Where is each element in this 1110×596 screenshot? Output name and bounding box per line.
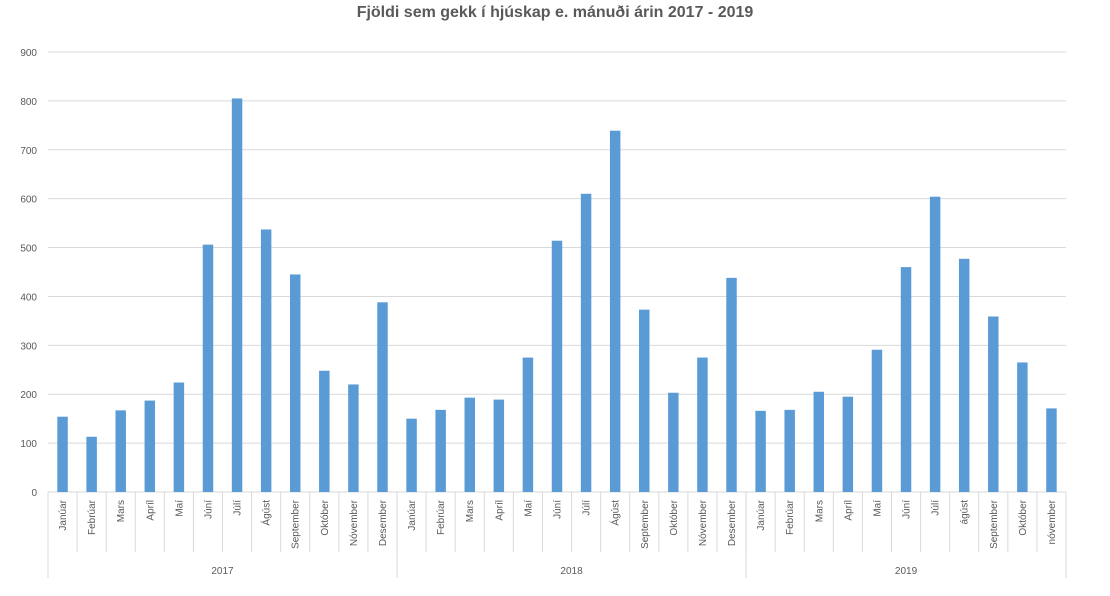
x-tick-label: Mars [465,500,476,522]
y-tick-label: 600 [20,195,37,206]
y-tick-label: 300 [20,341,37,352]
y-tick-label: 200 [20,390,37,401]
bar [929,196,941,492]
bar [57,416,68,492]
y-tick-label: 700 [20,146,37,157]
bar [406,418,417,492]
y-tick-label: 900 [20,48,37,59]
x-tick-label: Janúar [58,499,69,530]
bar [784,409,795,492]
bar [1046,408,1057,492]
bar [988,316,999,492]
bar [173,382,185,492]
bar [202,244,214,492]
bar [86,436,97,492]
bar [900,267,912,492]
x-tick-label: September [989,499,1000,549]
x-tick-label: Febrúar [785,499,796,535]
bar [522,357,534,492]
x-tick-label: Október [320,499,331,535]
bar [842,396,854,492]
x-tick-label: Apríl [145,500,156,521]
bar [144,400,156,492]
bar [377,302,388,492]
x-tick-label: Júlí [233,500,244,516]
bar [493,399,505,492]
bar [260,229,272,492]
x-tick-label: nóvember [1047,499,1058,544]
x-tick-label: Ágúst [260,500,273,526]
bar [319,370,330,492]
x-tick-label: Mars [814,500,825,522]
x-tick-label: Maí [174,500,185,517]
bar [697,357,708,492]
x-tick-label: Ágúst [609,500,622,526]
bar [958,258,970,492]
x-tick-label: Júlí [931,500,942,516]
y-tick-label: 800 [20,97,37,108]
x-tick-label: Maí [872,500,883,517]
bar [609,130,621,492]
bar [435,409,446,492]
bar [726,277,737,492]
x-tick-label: Janúar [756,499,767,530]
bar [348,384,359,492]
group-label: 2018 [560,566,583,577]
x-tick-label: September [640,499,651,549]
group-label: 2017 [211,566,234,577]
bar [813,391,825,492]
x-tick-label: Júní [902,500,913,519]
bar [580,193,592,492]
group-label: 2019 [895,566,918,577]
x-tick-label: Janúar [407,499,418,530]
x-tick-label: Nóvember [349,499,360,546]
x-tick-label: Febrúar [87,499,98,535]
y-tick-label: 500 [20,244,37,255]
y-tick-label: 0 [31,488,37,499]
bar [755,410,766,492]
x-tick-label: Desember [378,499,389,546]
chart-title: Fjöldi sem gekk í hjúskap e. mánuði árin… [356,4,754,21]
x-tick-label: Febrúar [436,499,447,535]
y-tick-label: 100 [20,439,37,450]
bar [551,240,563,492]
y-tick-label: 400 [20,292,37,303]
x-tick-label: Október [1018,499,1029,535]
x-tick-label: Apríl [494,500,505,521]
x-tick-label: Apríl [843,500,854,521]
bar [639,309,650,492]
bar [464,397,475,492]
bar [871,349,883,492]
bar [231,98,243,492]
bar [115,410,126,492]
x-tick-label: Nóvember [698,499,709,546]
x-tick-label: September [291,499,302,549]
x-tick-label: Maí [523,500,534,517]
x-tick-label: ágúst [960,500,971,525]
bar [1017,362,1028,492]
x-tick-label: Október [669,499,680,535]
x-tick-label: Desember [727,499,738,546]
x-tick-label: Júní [553,500,564,519]
x-tick-label: Mars [116,500,127,522]
bar [668,392,679,492]
bar [289,274,301,492]
x-tick-label: Júlí [582,500,593,516]
x-tick-label: Júní [203,500,214,519]
